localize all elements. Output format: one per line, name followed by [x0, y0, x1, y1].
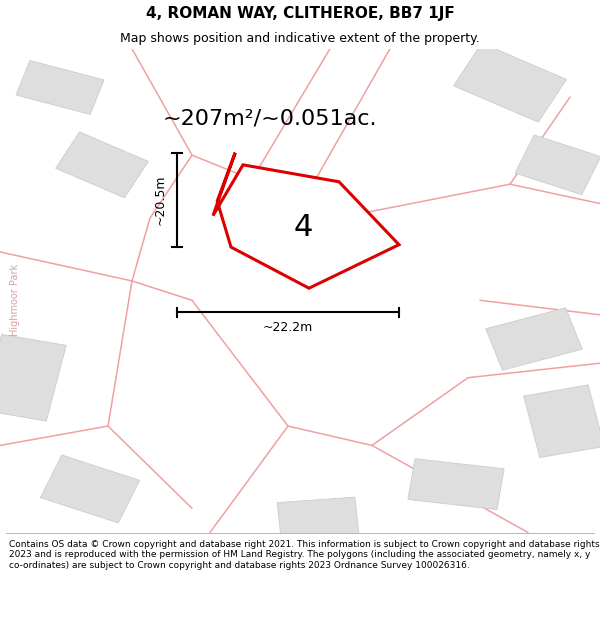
Polygon shape [40, 455, 140, 523]
Text: ~207m²/~0.051ac.: ~207m²/~0.051ac. [163, 109, 377, 129]
Text: ~20.5m: ~20.5m [154, 174, 167, 225]
Polygon shape [277, 497, 359, 539]
Polygon shape [408, 459, 504, 509]
Text: Contains OS data © Crown copyright and database right 2021. This information is : Contains OS data © Crown copyright and d… [9, 540, 599, 570]
Polygon shape [515, 135, 600, 195]
Text: 4: 4 [293, 213, 313, 243]
Text: Highmoor Park: Highmoor Park [10, 264, 20, 336]
Polygon shape [524, 385, 600, 458]
Polygon shape [16, 61, 104, 114]
Text: Map shows position and indicative extent of the property.: Map shows position and indicative extent… [120, 31, 480, 44]
Polygon shape [486, 308, 582, 370]
Polygon shape [454, 43, 566, 122]
Polygon shape [0, 334, 66, 421]
Text: 4, ROMAN WAY, CLITHEROE, BB7 1JF: 4, ROMAN WAY, CLITHEROE, BB7 1JF [146, 6, 454, 21]
Text: ~22.2m: ~22.2m [263, 321, 313, 334]
Polygon shape [56, 132, 148, 198]
Polygon shape [213, 152, 399, 288]
